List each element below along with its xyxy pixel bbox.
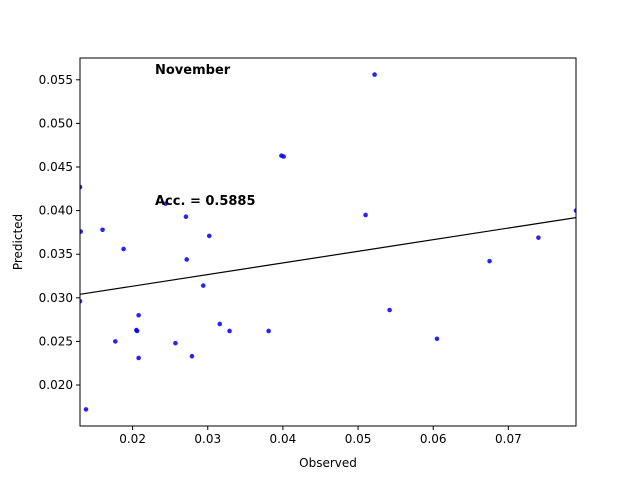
data-point xyxy=(266,328,271,334)
y-tick-label: 0.050 xyxy=(39,116,73,130)
x-axis-ticks: 0.02 0.03 0.04 0.05 0.06 0.07 xyxy=(119,426,522,446)
data-point xyxy=(80,229,84,234)
data-point xyxy=(372,72,377,77)
data-point xyxy=(227,328,232,334)
y-tick-label: 0.020 xyxy=(39,378,73,392)
x-axis-label: Observed xyxy=(299,456,357,470)
data-point xyxy=(573,208,576,213)
data-point xyxy=(434,336,440,342)
data-point xyxy=(173,340,178,346)
data-point xyxy=(113,339,118,344)
x-tick-label: 0.02 xyxy=(119,432,146,446)
x-tick-label: 0.03 xyxy=(194,432,221,446)
data-point xyxy=(281,154,286,159)
x-tick-label: 0.07 xyxy=(495,432,522,446)
data-point xyxy=(136,355,141,361)
y-tick-label: 0.040 xyxy=(39,204,73,218)
data-point xyxy=(487,258,492,264)
points-layer xyxy=(80,72,576,412)
y-axis-ticks: 0.020 0.025 0.030 0.035 0.040 0.045 0.050 0.055 xyxy=(39,73,80,392)
fit-line xyxy=(80,216,576,295)
data-point xyxy=(121,246,126,252)
y-tick-label: 0.055 xyxy=(39,73,73,87)
y-tick-label: 0.025 xyxy=(39,334,73,348)
data-point xyxy=(80,298,83,304)
fit-line-layer xyxy=(80,216,576,295)
accuracy-annotation: Acc. = 0.5885 xyxy=(155,194,256,209)
y-tick-label: 0.030 xyxy=(39,291,73,305)
data-point xyxy=(206,233,212,239)
data-point xyxy=(387,307,392,313)
data-point xyxy=(100,227,105,233)
y-tick-label: 0.045 xyxy=(39,160,73,174)
data-point xyxy=(134,328,140,334)
data-point xyxy=(363,212,368,218)
plot-frame xyxy=(79,57,577,427)
plot-area xyxy=(80,72,576,412)
data-point xyxy=(189,353,195,359)
data-point xyxy=(183,214,189,220)
data-point xyxy=(536,235,541,240)
data-point xyxy=(163,201,168,206)
data-point xyxy=(217,321,223,327)
y-axis-label: Predicted xyxy=(11,214,25,270)
data-point xyxy=(184,257,190,262)
x-tick-label: 0.06 xyxy=(420,432,447,446)
x-tick-label: 0.04 xyxy=(270,432,297,446)
data-point xyxy=(200,283,206,288)
y-tick-label: 0.035 xyxy=(39,247,73,261)
data-point xyxy=(136,312,141,318)
x-tick-label: 0.05 xyxy=(345,432,372,446)
data-point xyxy=(83,407,89,412)
month-annotation: November xyxy=(155,63,231,78)
data-point xyxy=(80,184,83,190)
